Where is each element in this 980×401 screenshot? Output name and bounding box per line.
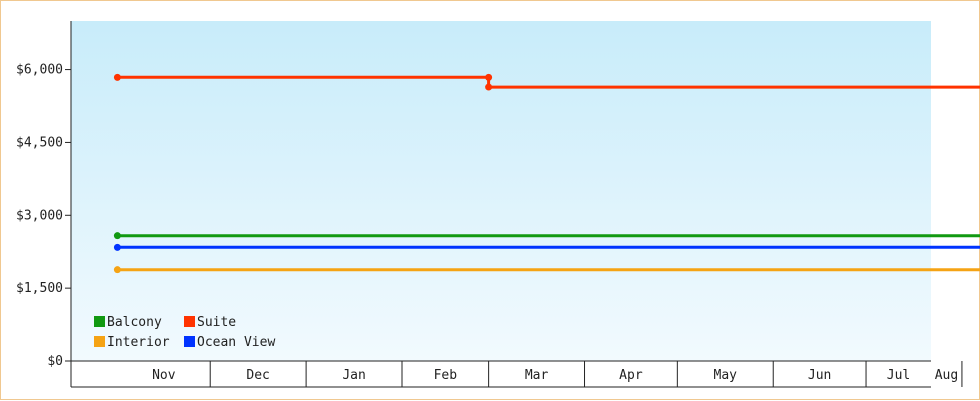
y-tick-label: $1,500 xyxy=(16,281,63,296)
y-tick-label: $6,000 xyxy=(16,63,63,78)
legend: Balcony Suite Interior Ocean View xyxy=(94,315,275,350)
y-tick-label: $4,500 xyxy=(16,135,63,150)
data-point xyxy=(113,243,121,251)
data-point xyxy=(113,266,121,274)
data-point xyxy=(485,83,493,91)
legend-swatch xyxy=(94,336,105,347)
month-label: Jun xyxy=(808,368,831,383)
month-label: Jul xyxy=(887,368,910,383)
month-label: Aug xyxy=(935,368,958,383)
month-label: Dec xyxy=(246,368,269,383)
y-tick-label: $3,000 xyxy=(16,208,63,223)
legend-label: Interior xyxy=(107,335,170,350)
y-axis: $0 $1,500 $3,000 $4,500 $6,000 xyxy=(16,21,931,369)
legend-swatch xyxy=(94,316,105,327)
series-line xyxy=(117,245,980,249)
month-label: Mar xyxy=(525,368,549,383)
plot-area xyxy=(71,21,931,361)
month-label: Feb xyxy=(434,368,458,383)
data-point xyxy=(113,73,121,81)
month-label: Nov xyxy=(152,368,176,383)
series-lines xyxy=(113,73,980,274)
month-label: May xyxy=(714,368,738,383)
data-point xyxy=(113,232,121,240)
month-label: Jan xyxy=(342,368,365,383)
legend-swatch xyxy=(184,316,195,327)
y-tick-label: $0 xyxy=(47,354,63,369)
series-line xyxy=(117,234,980,238)
legend-label: Ocean View xyxy=(197,335,275,350)
series-line xyxy=(117,75,980,89)
month-label: Apr xyxy=(619,368,643,383)
x-axis: NovDecJanFebMarAprMayJunJulAugSepOctNovD… xyxy=(70,361,963,388)
legend-label: Balcony xyxy=(107,315,162,330)
data-point xyxy=(485,73,493,81)
legend-label: Suite xyxy=(197,315,236,330)
series-line xyxy=(117,268,980,272)
legend-swatch xyxy=(184,336,195,347)
